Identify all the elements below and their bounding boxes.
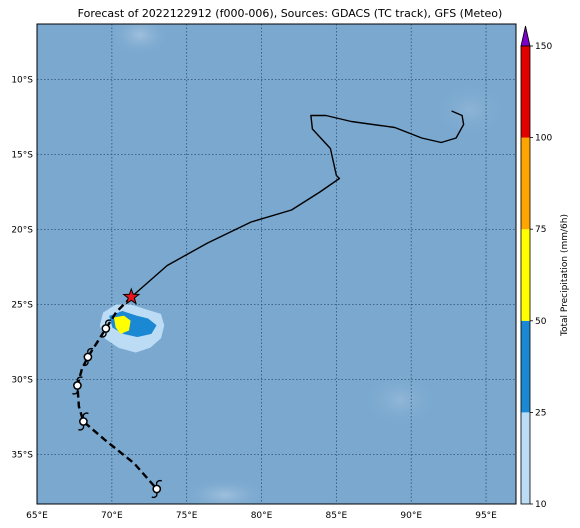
lon-tick-label: 90°E [400,511,422,521]
cyclone-track [72,110,465,499]
lon-tick-label: 65°E [26,511,48,521]
precip-area-50-75 [114,315,131,334]
longitude-labels: 65°E 70°E 75°E 80°E 85°E 90°E 95°E [26,511,497,521]
lon-tick-label: 75°E [176,511,198,521]
colorbar-tick-label: 25 [535,408,546,418]
colorbar-segment [521,137,530,230]
cloud-texture [180,477,270,504]
precipitation-layer [99,304,165,353]
latitude-labels: 10°S 15°S 20°S 25°S 30°S 35°S [11,76,33,461]
colorbar-tick-label: 100 [535,134,552,144]
cyclone-symbol-icon [82,347,94,367]
lon-tick-label: 85°E [326,511,348,521]
current-position-star-icon [122,287,141,305]
lat-tick-label: 10°S [11,76,33,86]
lon-tick-label: 70°E [101,511,123,521]
graticule [37,24,516,504]
lat-tick-label: 35°S [11,451,33,461]
lat-tick-label: 25°S [11,301,33,311]
colorbar-tick-label: 75 [535,225,546,235]
precipitation-colorbar: 10 25 50 75 100 150 Total Precipitation (mm/6h… [520,25,570,510]
cyclone-symbol-icon [151,479,163,499]
cyclone-symbol-icon [78,412,89,431]
colorbar-frame [520,45,531,505]
colorbar-tick-label: 10 [535,500,547,510]
lat-tick-label: 30°S [11,376,33,386]
colorbar-segment [521,229,530,321]
cyclone-symbol-icon [72,376,83,395]
colorbar-tick-label: 50 [535,317,547,327]
cyclone-symbol-icon [100,319,112,338]
cloud-texture [430,80,510,140]
colorbar-extend-arrow [520,25,531,47]
cloud-texture [360,370,440,430]
colorbar-label: Total Precipitation (mm/6h) [560,214,570,337]
past-track-line [130,110,465,298]
colorbar-segment [521,46,530,138]
colorbar-segment [521,412,530,504]
lon-tick-label: 80°E [251,511,273,521]
lat-tick-label: 20°S [11,226,33,236]
lon-tick-label: 95°E [475,511,497,521]
colorbar-segment [521,320,530,413]
map-title: Forecast of 2022122912 (f000-006), Sourc… [77,7,503,20]
colorbar-tick-label: 150 [535,42,552,52]
lat-tick-label: 15°S [11,151,33,161]
cloud-texture [108,24,172,57]
map-frame [36,23,517,505]
